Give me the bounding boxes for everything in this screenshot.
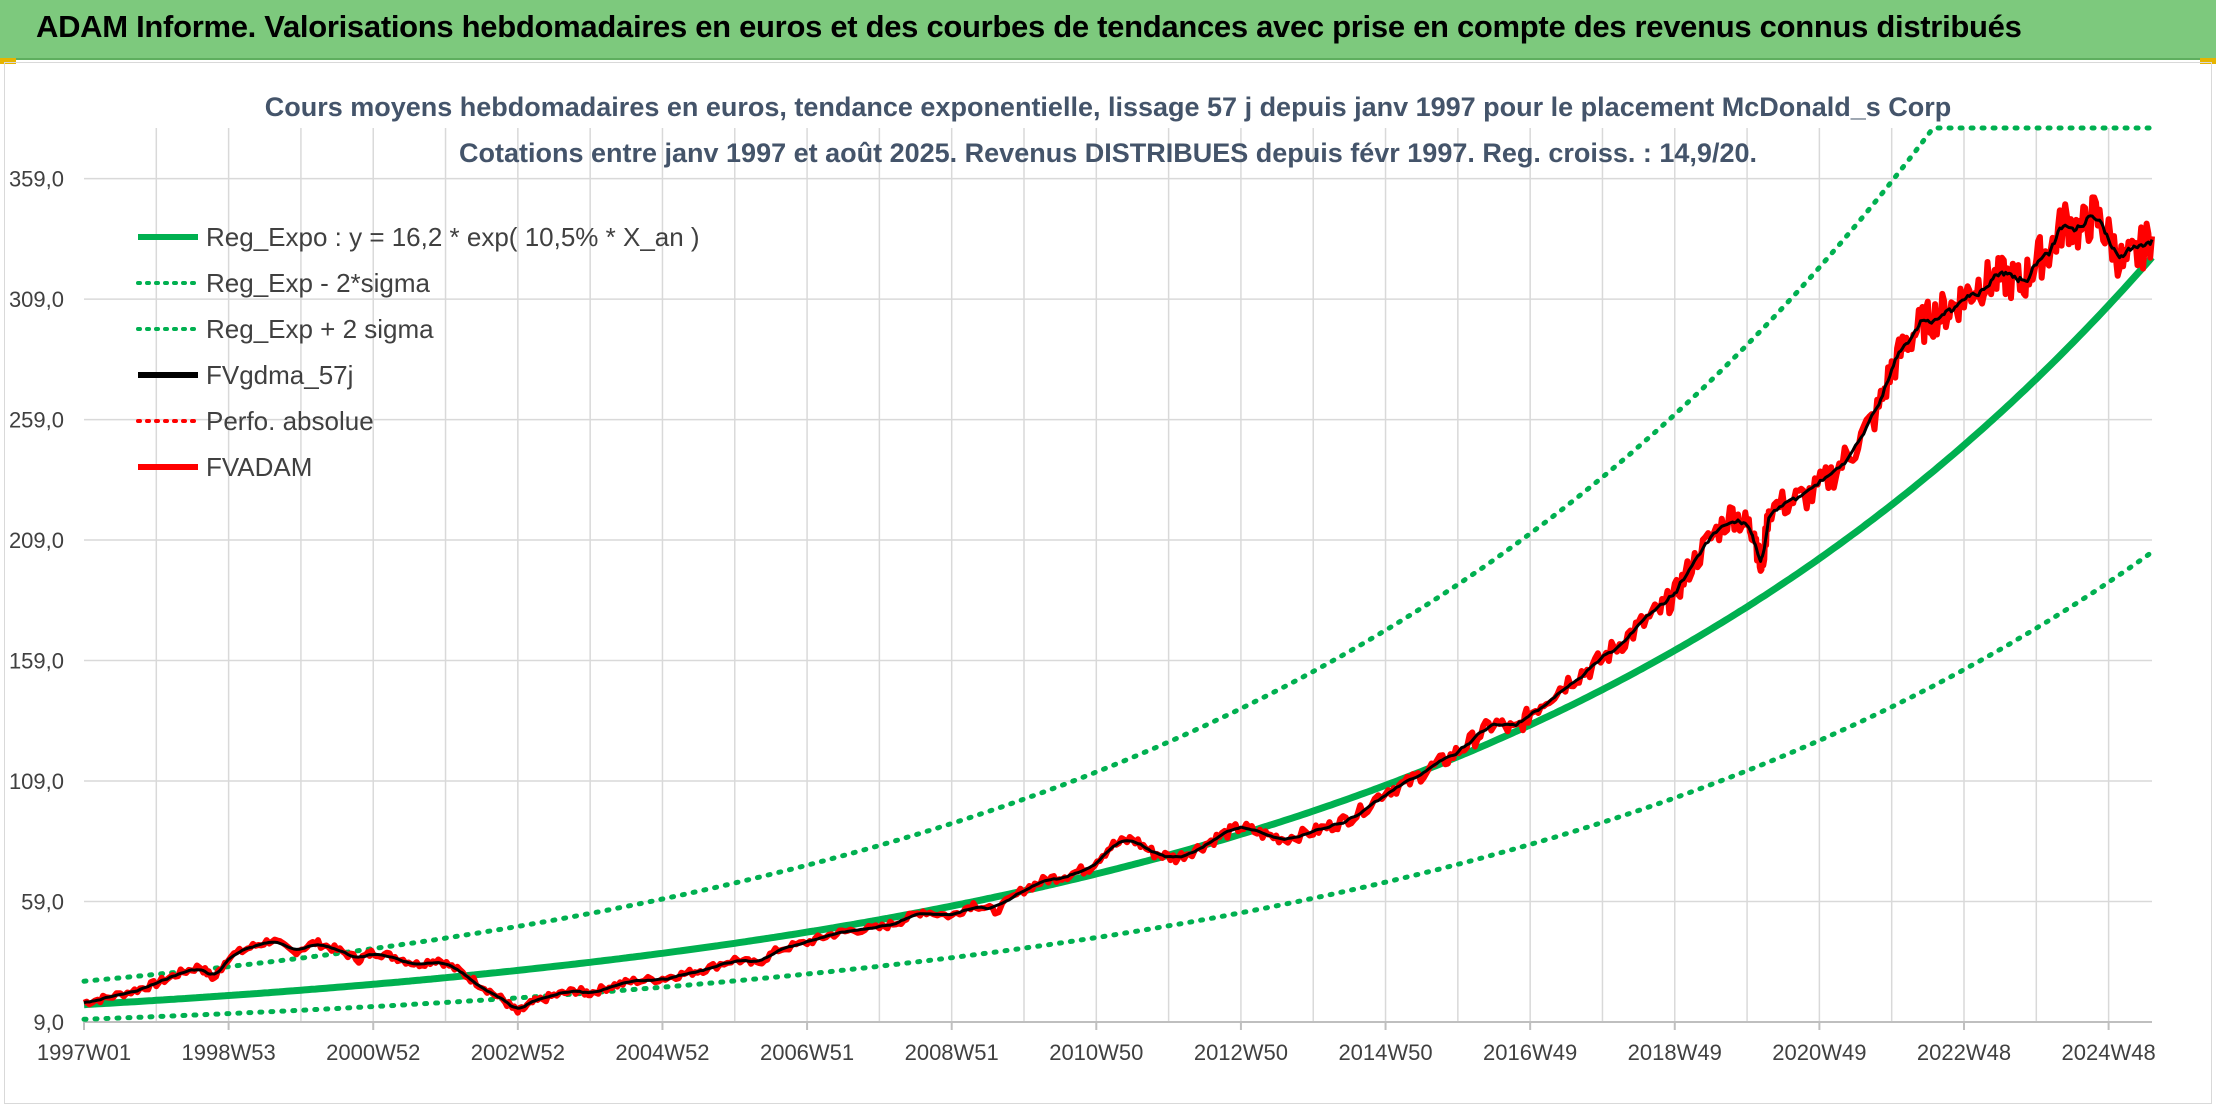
y-tick-label: 59,0: [21, 890, 64, 915]
chart-title-line-2: Cotations entre janv 1997 et août 2025. …: [458, 138, 1757, 168]
x-tick-label: 2002W52: [471, 1040, 565, 1065]
y-tick-label: 159,0: [9, 649, 64, 674]
chart-series: [81, 125, 2155, 1022]
x-tick-label: 2010W50: [1049, 1040, 1143, 1065]
y-tick-label: 109,0: [9, 769, 64, 794]
y-tick-label: 359,0: [9, 167, 64, 192]
x-tick-label: 2006W51: [760, 1040, 854, 1065]
report-header: ADAM Informe. Valorisations hebdomadaire…: [0, 0, 2216, 60]
series-fvgdma-57j: [83, 214, 2154, 1010]
x-tick-label: 2016W49: [1483, 1040, 1577, 1065]
x-tick-label: 2018W49: [1628, 1040, 1722, 1065]
y-tick-label: 9,0: [33, 1010, 64, 1035]
legend-label-smooth: FVgdma_57j: [206, 360, 353, 390]
legend-label-price: FVADAM: [206, 452, 312, 482]
chart-legend: Reg_Expo : y = 16,2 * exp( 10,5% * X_an …: [136, 222, 700, 482]
x-tick-label: 2014W50: [1338, 1040, 1432, 1065]
chart-axes: 9,0 59,0 109,0 159,0 209,0 259,0 309,0 359,0 199…: [9, 167, 2156, 1065]
x-tick-label: 2022W48: [1917, 1040, 2011, 1065]
x-tick-label: 2008W51: [905, 1040, 999, 1065]
x-tick-label: 2004W52: [615, 1040, 709, 1065]
chart-grid: [84, 128, 2152, 1023]
legend-label-perf: Perfo. absolue: [206, 406, 374, 436]
x-tick-label: 1997W01: [37, 1040, 131, 1065]
x-tick-label: 2024W48: [2062, 1040, 2156, 1065]
x-tick-label: 2000W52: [326, 1040, 420, 1065]
y-tick-label: 309,0: [9, 287, 64, 312]
corner-mark-right: [2200, 58, 2216, 64]
chart-frame: [4, 62, 2212, 1104]
legend-label-reg_high: Reg_Exp + 2 sigma: [206, 314, 434, 344]
chart-title-line-1: Cours moyens hebdomadaires en euros, ten…: [264, 92, 1952, 122]
y-tick-label: 209,0: [9, 528, 64, 553]
corner-mark-left: [0, 58, 16, 64]
legend-label-reg_low: Reg_Exp - 2*sigma: [206, 268, 431, 298]
y-tick-label: 259,0: [9, 408, 64, 433]
x-tick-label: 2012W50: [1194, 1040, 1288, 1065]
report-title: ADAM Informe. Valorisations hebdomadaire…: [36, 9, 2022, 44]
x-tick-label: 2020W49: [1772, 1040, 1866, 1065]
series-reg-high: [81, 125, 2155, 984]
x-tick-label: 1998W53: [182, 1040, 276, 1065]
legend-label-reg: Reg_Expo : y = 16,2 * exp( 10,5% * X_an …: [206, 222, 700, 252]
series-reg-low: [81, 549, 2155, 1022]
series-reg-expo: [83, 254, 2155, 1009]
